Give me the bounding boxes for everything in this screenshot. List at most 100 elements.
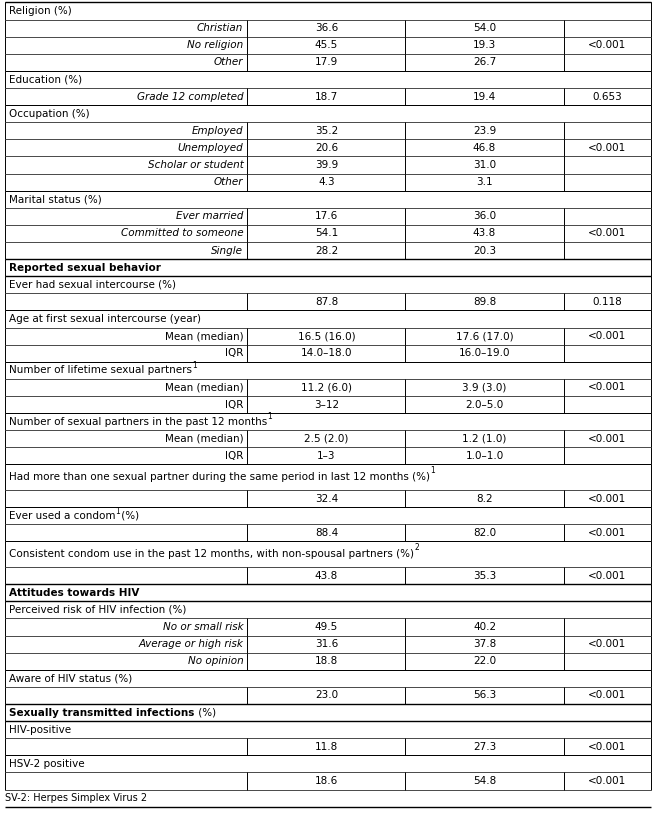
Text: IQR: IQR <box>225 348 243 358</box>
Text: 14.0–18.0: 14.0–18.0 <box>300 348 352 358</box>
Text: 46.8: 46.8 <box>473 143 496 153</box>
Text: Ever married: Ever married <box>176 211 243 221</box>
Text: Had more than one sexual partner during the same period in last 12 months (%): Had more than one sexual partner during … <box>9 473 430 482</box>
Text: No or small risk: No or small risk <box>163 622 243 632</box>
Text: IQR: IQR <box>225 400 243 410</box>
Text: 28.2: 28.2 <box>315 246 338 256</box>
Text: 31.6: 31.6 <box>315 639 338 649</box>
Text: 54.1: 54.1 <box>315 229 338 238</box>
Text: 40.2: 40.2 <box>473 622 496 632</box>
Text: 43.8: 43.8 <box>315 571 338 581</box>
Text: 20.6: 20.6 <box>315 143 338 153</box>
Text: <0.001: <0.001 <box>588 742 626 752</box>
Text: 87.8: 87.8 <box>315 297 338 307</box>
Text: Sexually transmitted infections: Sexually transmitted infections <box>9 708 195 717</box>
Text: 54.8: 54.8 <box>473 776 496 786</box>
Text: 1: 1 <box>115 506 121 515</box>
Text: Number of lifetime sexual partners: Number of lifetime sexual partners <box>9 365 192 375</box>
Text: Ever had sexual intercourse (%): Ever had sexual intercourse (%) <box>9 280 176 290</box>
Text: IQR: IQR <box>225 451 243 461</box>
Text: 0.653: 0.653 <box>592 92 622 102</box>
Text: 23.0: 23.0 <box>315 690 338 700</box>
Text: 19.3: 19.3 <box>473 40 496 50</box>
Text: 89.8: 89.8 <box>473 297 496 307</box>
Text: 26.7: 26.7 <box>473 57 496 67</box>
Text: 3.1: 3.1 <box>476 177 493 187</box>
Text: 37.8: 37.8 <box>473 639 496 649</box>
Text: <0.001: <0.001 <box>588 494 626 504</box>
Text: Grade 12 completed: Grade 12 completed <box>136 92 243 102</box>
Text: 17.6: 17.6 <box>315 211 338 221</box>
Text: 36.0: 36.0 <box>473 211 496 221</box>
Text: 16.0–19.0: 16.0–19.0 <box>459 348 510 358</box>
Text: 39.9: 39.9 <box>315 160 338 170</box>
Text: 27.3: 27.3 <box>473 742 496 752</box>
Text: 23.9: 23.9 <box>473 126 496 136</box>
Text: 1.0–1.0: 1.0–1.0 <box>465 451 504 461</box>
Text: <0.001: <0.001 <box>588 331 626 342</box>
Text: No religion: No religion <box>187 40 243 50</box>
Text: Average or high risk: Average or high risk <box>138 639 243 649</box>
Text: Aware of HIV status (%): Aware of HIV status (%) <box>9 673 133 683</box>
Text: 16.5 (16.0): 16.5 (16.0) <box>298 331 355 342</box>
Text: 17.9: 17.9 <box>315 57 338 67</box>
Text: 22.0: 22.0 <box>473 656 496 667</box>
Text: Employed: Employed <box>192 126 243 136</box>
Text: 1: 1 <box>430 466 435 475</box>
Text: 8.2: 8.2 <box>476 494 493 504</box>
Text: Attitudes towards HIV: Attitudes towards HIV <box>9 588 140 598</box>
Text: Perceived risk of HIV infection (%): Perceived risk of HIV infection (%) <box>9 605 186 615</box>
Text: Ever used a condom: Ever used a condom <box>9 511 115 521</box>
Text: 11.8: 11.8 <box>315 742 338 752</box>
Text: Mean (median): Mean (median) <box>165 382 243 392</box>
Text: 1: 1 <box>192 361 197 370</box>
Text: 35.3: 35.3 <box>473 571 496 581</box>
Text: No opinion: No opinion <box>188 656 243 667</box>
Text: 18.7: 18.7 <box>315 92 338 102</box>
Text: <0.001: <0.001 <box>588 571 626 581</box>
Text: HSV-2 positive: HSV-2 positive <box>9 759 85 769</box>
Text: Religion (%): Religion (%) <box>9 6 72 16</box>
Text: 18.8: 18.8 <box>315 656 338 667</box>
Text: <0.001: <0.001 <box>588 382 626 392</box>
Text: Scholar or student: Scholar or student <box>148 160 243 170</box>
Text: 2.0–5.0: 2.0–5.0 <box>465 400 504 410</box>
Text: <0.001: <0.001 <box>588 434 626 444</box>
Text: Occupation (%): Occupation (%) <box>9 109 90 119</box>
Text: 56.3: 56.3 <box>473 690 496 700</box>
Text: <0.001: <0.001 <box>588 143 626 153</box>
Text: 20.3: 20.3 <box>473 246 496 256</box>
Text: <0.001: <0.001 <box>588 229 626 238</box>
Text: Consistent condom use in the past 12 months, with non-spousal partners (%): Consistent condom use in the past 12 mon… <box>9 550 414 559</box>
Text: Age at first sexual intercourse (year): Age at first sexual intercourse (year) <box>9 314 201 324</box>
Text: (%): (%) <box>195 708 216 717</box>
Text: HIV-positive: HIV-positive <box>9 725 72 735</box>
Text: Mean (median): Mean (median) <box>165 331 243 342</box>
Text: Reported sexual behavior: Reported sexual behavior <box>9 263 161 273</box>
Text: <0.001: <0.001 <box>588 776 626 786</box>
Text: <0.001: <0.001 <box>588 690 626 700</box>
Text: Other: Other <box>214 57 243 67</box>
Text: Mean (median): Mean (median) <box>165 434 243 444</box>
Text: Single: Single <box>211 246 243 256</box>
Text: Marital status (%): Marital status (%) <box>9 194 102 204</box>
Text: 2.5 (2.0): 2.5 (2.0) <box>304 434 348 444</box>
Text: 3–12: 3–12 <box>314 400 339 410</box>
Text: 3.9 (3.0): 3.9 (3.0) <box>462 382 506 392</box>
Text: <0.001: <0.001 <box>588 528 626 538</box>
Text: 35.2: 35.2 <box>315 126 338 136</box>
Text: 1: 1 <box>268 413 272 422</box>
Text: 4.3: 4.3 <box>318 177 335 187</box>
Text: 19.4: 19.4 <box>473 92 496 102</box>
Text: <0.001: <0.001 <box>588 639 626 649</box>
Text: 2: 2 <box>414 543 419 552</box>
Text: 11.2 (6.0): 11.2 (6.0) <box>301 382 352 392</box>
Text: 49.5: 49.5 <box>315 622 338 632</box>
Text: 32.4: 32.4 <box>315 494 338 504</box>
Text: Other: Other <box>214 177 243 187</box>
Text: 31.0: 31.0 <box>473 160 496 170</box>
Text: Number of sexual partners in the past 12 months: Number of sexual partners in the past 12… <box>9 417 268 427</box>
Text: 88.4: 88.4 <box>315 528 338 538</box>
Text: 0.118: 0.118 <box>592 297 622 307</box>
Text: <0.001: <0.001 <box>588 40 626 50</box>
